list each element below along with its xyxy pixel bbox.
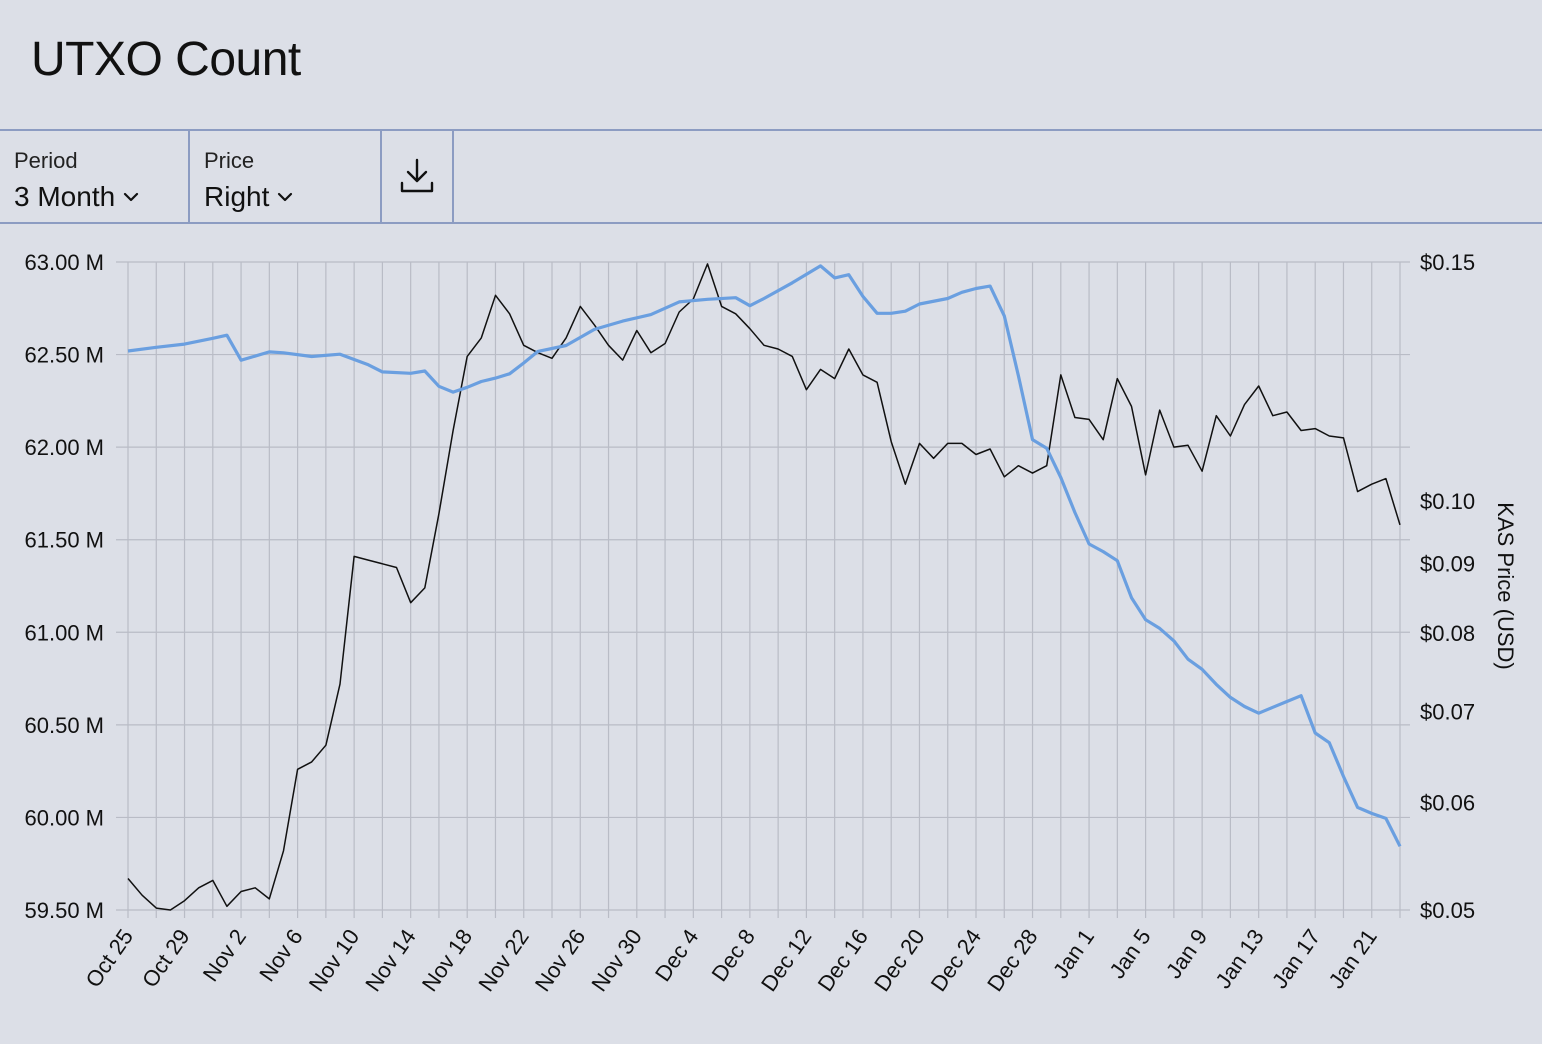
y-tick-label: 61.50 M (25, 528, 105, 553)
x-tick-label: Oct 29 (137, 925, 195, 992)
x-tick-label: Nov 30 (586, 925, 646, 996)
price-axis-dropdown[interactable]: Price Right (190, 131, 382, 222)
x-tick-label: Dec 24 (926, 925, 986, 996)
x-tick-label: Jan 5 (1104, 925, 1155, 983)
y-tick-label: 59.50 M (25, 898, 105, 923)
download-icon (400, 158, 434, 193)
x-tick-label: Jan 21 (1323, 925, 1381, 993)
download-button[interactable] (382, 131, 454, 222)
price-value: Right (204, 181, 270, 212)
price-value-wrap: Right (204, 181, 293, 213)
period-label: Period (14, 148, 78, 173)
x-tick-label: Dec 20 (869, 925, 929, 996)
x-tick-label: Nov 6 (254, 925, 307, 986)
x-tick-label: Dec 28 (982, 925, 1042, 996)
x-tick-label: Nov 26 (530, 925, 590, 996)
x-tick-label: Nov 2 (198, 925, 251, 986)
period-value: 3 Month (14, 181, 116, 212)
series-layer (127, 263, 1402, 911)
y-tick-label: 62.50 M (25, 343, 105, 368)
x-tick-label: Nov 14 (360, 925, 420, 996)
utxo-chart: 59.50 M 60.00 M 60.50 M 61.00 M 61.50 M 62.00… (25, 250, 1519, 996)
period-dropdown[interactable]: Period 3 Month (0, 131, 190, 222)
y2-tick-label: $0.10 (1420, 489, 1475, 514)
x-tick-label: Nov 18 (417, 925, 477, 996)
x-tick-label: Nov 10 (304, 925, 364, 996)
y2-tick-label: $0.05 (1420, 898, 1475, 923)
price-label: Price (204, 148, 255, 173)
y-tick-label: 62.00 M (25, 435, 105, 460)
page-title: UTXO Count (31, 33, 301, 86)
x-tick-label: Jan 17 (1267, 925, 1325, 993)
y2-tick-label: $0.08 (1420, 621, 1475, 646)
y2-tick-label: $0.06 (1420, 790, 1475, 815)
x-tick-label: Dec 16 (813, 925, 873, 996)
y2-tick-label: $0.15 (1420, 250, 1475, 275)
x-tick-label: Dec 8 (707, 925, 760, 986)
x-tick-label: Dec 4 (650, 925, 703, 986)
axis-layer: 59.50 M 60.00 M 60.50 M 61.00 M 61.50 M 62.00… (25, 250, 1519, 996)
period-value-wrap: 3 Month (14, 181, 139, 213)
x-tick-label: Oct 25 (80, 925, 138, 992)
y-tick-label: 61.00 M (25, 620, 105, 645)
y2-tick-label: $0.07 (1420, 700, 1475, 725)
y-tick-label: 63.00 M (25, 250, 105, 275)
y2-axis-label: KAS Price (USD) (1493, 502, 1518, 669)
x-tick-label: Jan 9 (1161, 925, 1212, 983)
grid-layer (116, 261, 1410, 918)
x-tick-label: Jan 1 (1048, 925, 1099, 983)
y2-tick-label: $0.09 (1420, 551, 1475, 576)
y-tick-label: 60.00 M (25, 805, 105, 830)
y-tick-label: 60.50 M (25, 713, 105, 738)
x-tick-label: Jan 13 (1210, 925, 1268, 993)
chart-toolbar: Period 3 Month Price Right (0, 129, 1542, 224)
chevron-down-icon (278, 192, 293, 202)
chevron-down-icon (124, 192, 139, 202)
kas-price-line (127, 264, 1402, 848)
x-tick-label: Dec 12 (756, 925, 816, 996)
utxo-count-line (127, 263, 1401, 911)
x-tick-label: Nov 22 (473, 925, 533, 996)
